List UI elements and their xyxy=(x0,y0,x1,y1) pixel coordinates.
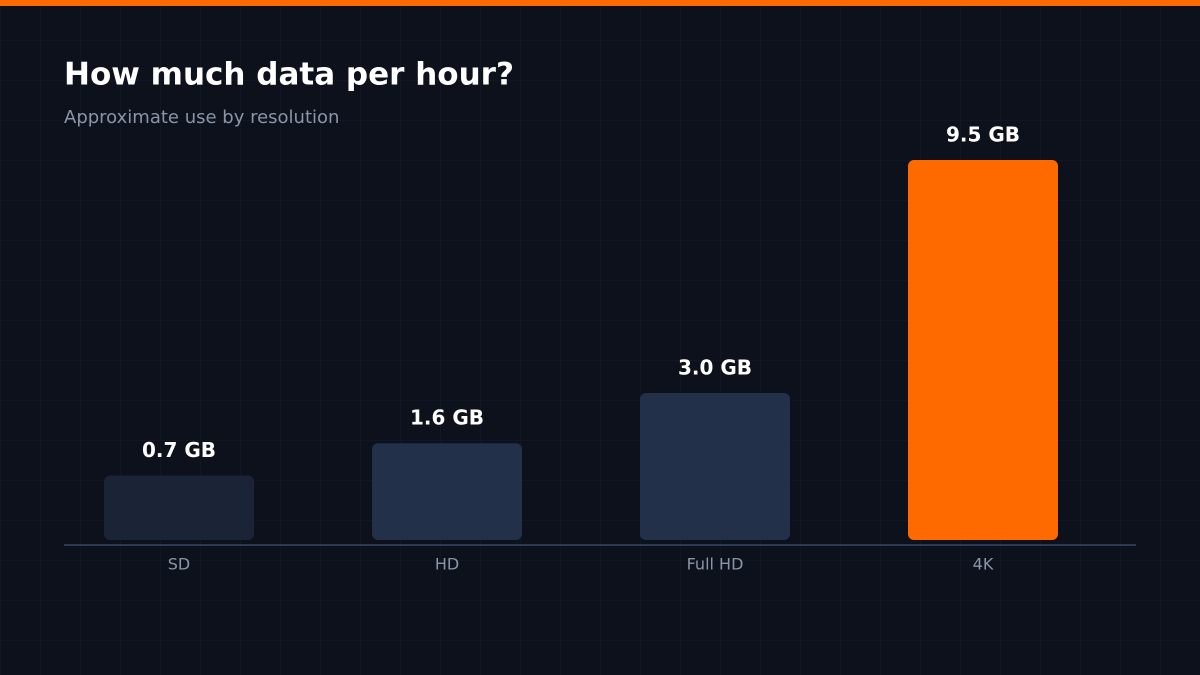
bar xyxy=(372,443,522,540)
chart-subtitle: Approximate use by resolution xyxy=(64,107,339,128)
chart-title: How much data per hour? xyxy=(64,57,514,93)
x-tick-label: 4K xyxy=(973,555,994,574)
value-label: 0.7 GB xyxy=(142,438,216,462)
bar xyxy=(908,160,1058,540)
value-label: 3.0 GB xyxy=(678,356,752,380)
value-label: 1.6 GB xyxy=(410,406,484,430)
bar xyxy=(104,475,254,540)
bar xyxy=(640,393,790,540)
top-stripe xyxy=(0,0,1200,6)
x-tick-label: SD xyxy=(168,555,190,574)
x-tick-label: HD xyxy=(435,555,459,574)
x-tick-label: Full HD xyxy=(687,555,744,574)
value-label: 9.5 GB xyxy=(946,123,1020,147)
